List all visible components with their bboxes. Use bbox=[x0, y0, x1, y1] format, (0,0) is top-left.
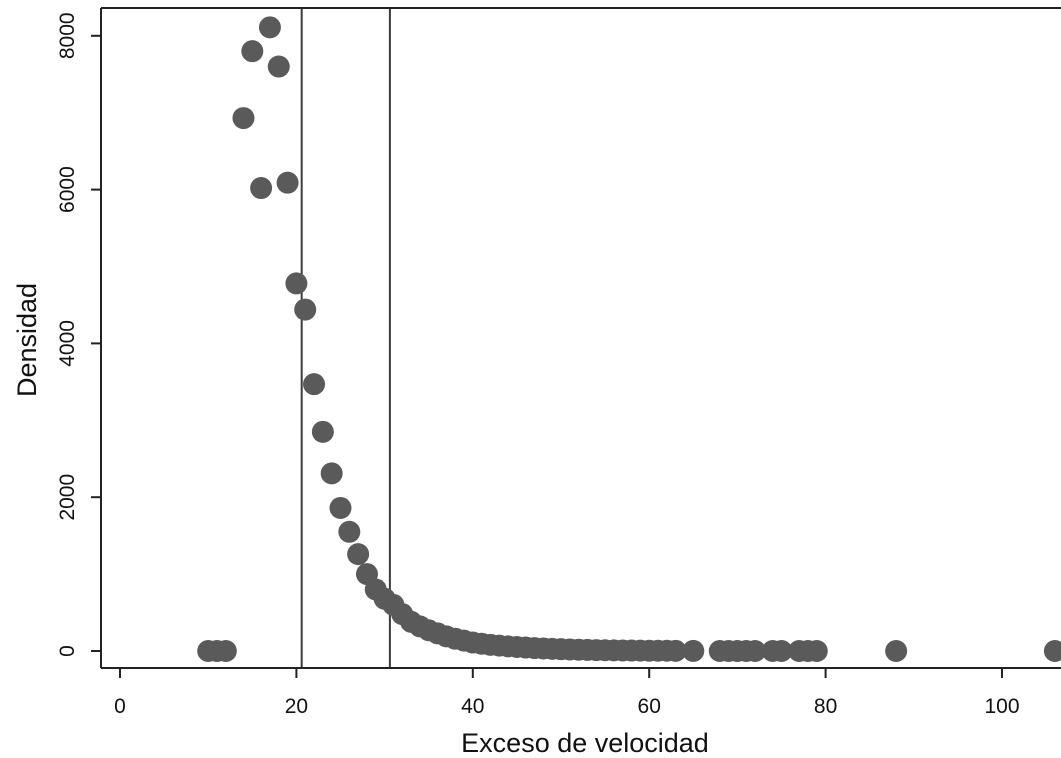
y-tick-label: 2000 bbox=[56, 474, 79, 521]
data-point bbox=[303, 373, 326, 396]
x-tick-label: 100 bbox=[984, 695, 1019, 718]
data-point bbox=[805, 640, 828, 662]
y-tick-label: 0 bbox=[56, 645, 79, 657]
data-point bbox=[885, 640, 908, 662]
data-point bbox=[770, 640, 793, 662]
data-point bbox=[258, 16, 281, 39]
x-tick-label: 80 bbox=[814, 695, 837, 718]
data-points bbox=[197, 16, 1061, 662]
data-point bbox=[329, 496, 352, 519]
x-tick-label: 60 bbox=[638, 695, 661, 718]
y-axis-title: Densidad bbox=[12, 283, 42, 397]
x-axis-title: Exceso de velocidad bbox=[461, 728, 709, 758]
reference-lines bbox=[300, 8, 391, 668]
data-point bbox=[276, 171, 299, 194]
data-point bbox=[664, 639, 687, 662]
y-tick-label: 4000 bbox=[56, 320, 79, 367]
data-point bbox=[338, 520, 361, 543]
data-point bbox=[250, 177, 273, 200]
data-point bbox=[347, 543, 370, 566]
data-point bbox=[682, 639, 705, 662]
data-point bbox=[241, 40, 264, 63]
y-tick-label: 6000 bbox=[56, 166, 79, 213]
tick-labels: 0 20 40 60 80 100 0 2000 4000 6000 8000 bbox=[56, 12, 1020, 718]
x-tick-label: 0 bbox=[114, 695, 126, 718]
x-tick-label: 20 bbox=[285, 695, 308, 718]
data-point bbox=[267, 55, 290, 78]
data-point bbox=[320, 462, 343, 485]
data-point bbox=[285, 272, 308, 295]
data-point bbox=[311, 420, 334, 443]
data-point bbox=[294, 298, 317, 321]
x-tick-label: 40 bbox=[461, 695, 484, 718]
axes bbox=[100, 7, 1061, 669]
data-point bbox=[214, 640, 237, 662]
data-point bbox=[1043, 640, 1061, 662]
data-point bbox=[744, 640, 767, 662]
data-point bbox=[232, 107, 255, 130]
y-tick-label: 8000 bbox=[56, 12, 79, 59]
